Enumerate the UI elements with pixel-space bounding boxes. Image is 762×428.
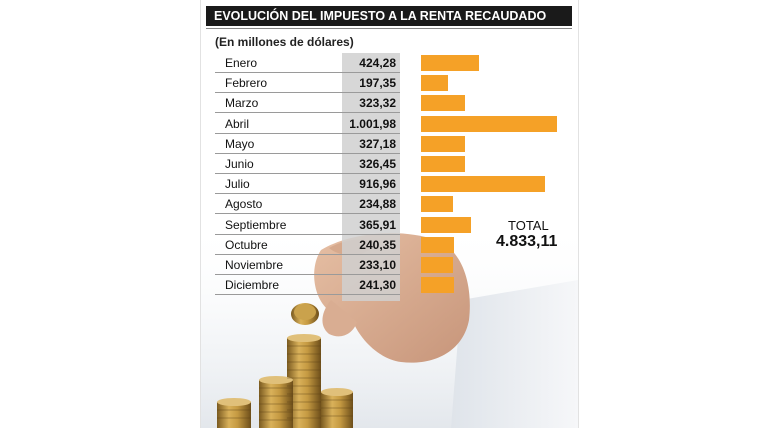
bar <box>421 156 466 172</box>
table-row: Diciembre 241,30 <box>215 275 400 296</box>
table-row: Mayo 327,18 <box>215 134 400 154</box>
value-label: 197,35 <box>359 76 396 91</box>
bar <box>421 236 454 253</box>
month-label: Enero <box>225 56 258 70</box>
value-label: 240,35 <box>359 237 396 252</box>
month-label: Mayo <box>225 136 255 151</box>
table-row: Julio 916,96 <box>215 174 400 195</box>
bar <box>421 95 465 112</box>
bar <box>421 135 466 152</box>
table-row: Junio 326,45 <box>215 154 400 174</box>
infographic-card: EVOLUCIÓN DEL IMPUESTO A LA RENTA RECAUD… <box>200 0 579 428</box>
bar <box>421 277 454 294</box>
month-label: Marzo <box>225 96 259 111</box>
value-label: 241,30 <box>359 278 396 293</box>
value-label: 326,45 <box>359 157 396 171</box>
table-row: Septiembre 365,91 <box>215 215 400 235</box>
month-label: Octubre <box>225 237 268 252</box>
bar <box>421 115 557 132</box>
value-column-background <box>342 53 400 301</box>
bar <box>421 176 546 193</box>
month-label: Febrero <box>225 76 268 91</box>
value-label: 233,10 <box>359 258 396 272</box>
total-value: 4.833,11 <box>496 233 558 250</box>
value-label: 327,18 <box>359 136 396 151</box>
table-row: Enero 424,28 <box>215 53 400 73</box>
title-divider <box>206 28 572 29</box>
table-row: Abril 1.001,98 <box>215 114 400 134</box>
table-row: Marzo 323,32 <box>215 93 400 114</box>
table-row: Noviembre 233,10 <box>215 255 400 275</box>
table-row: Octubre 240,35 <box>215 235 400 255</box>
total-label: TOTAL <box>508 218 549 233</box>
value-label: 365,91 <box>359 217 396 232</box>
value-label: 1.001,98 <box>349 116 396 131</box>
table-row: Agosto 234,88 <box>215 194 400 215</box>
month-label: Noviembre <box>225 258 284 272</box>
month-label: Diciembre <box>225 278 280 293</box>
value-label: 916,96 <box>359 177 396 192</box>
bar <box>421 55 479 71</box>
month-label: Septiembre <box>225 217 287 232</box>
bar <box>421 257 453 273</box>
chart-subtitle: (En millones de dólares) <box>215 35 354 49</box>
bar <box>421 196 453 213</box>
bar <box>421 216 471 233</box>
bar <box>421 75 448 92</box>
value-label: 424,28 <box>359 56 396 70</box>
value-label: 234,88 <box>359 197 396 212</box>
month-label: Abril <box>225 116 250 131</box>
month-label: Agosto <box>225 197 263 212</box>
value-label: 323,32 <box>359 96 396 111</box>
table-row: Febrero 197,35 <box>215 73 400 94</box>
month-label: Julio <box>225 177 250 192</box>
month-label: Junio <box>225 157 254 171</box>
chart-title: EVOLUCIÓN DEL IMPUESTO A LA RENTA RECAUD… <box>206 6 572 26</box>
